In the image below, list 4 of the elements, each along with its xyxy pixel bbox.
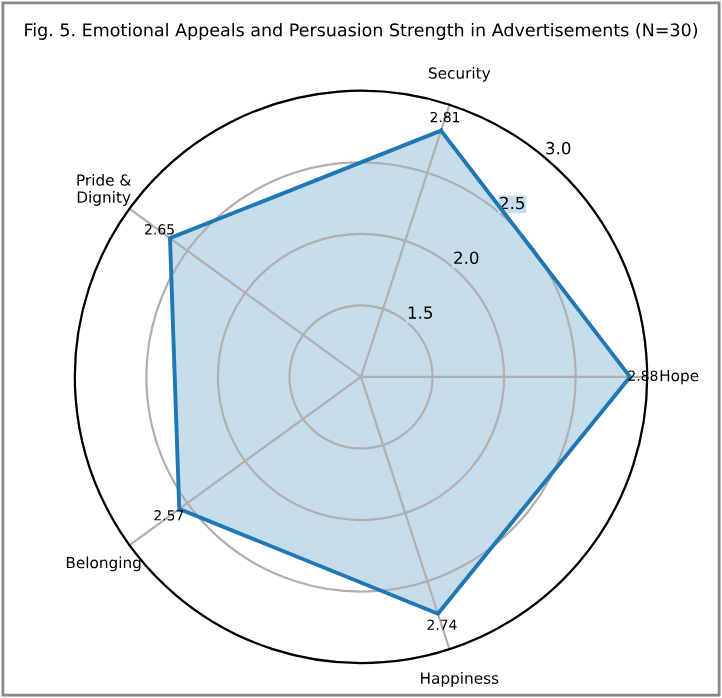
chart-title: Fig. 5. Emotional Appeals and Persuasion Strength in Advertisements (N=30) [25,22,698,40]
y-tick-label: 3.0 [546,141,571,155]
y-tick-label: 2.0 [454,251,479,265]
y-tick-label: 1.5 [408,306,433,319]
